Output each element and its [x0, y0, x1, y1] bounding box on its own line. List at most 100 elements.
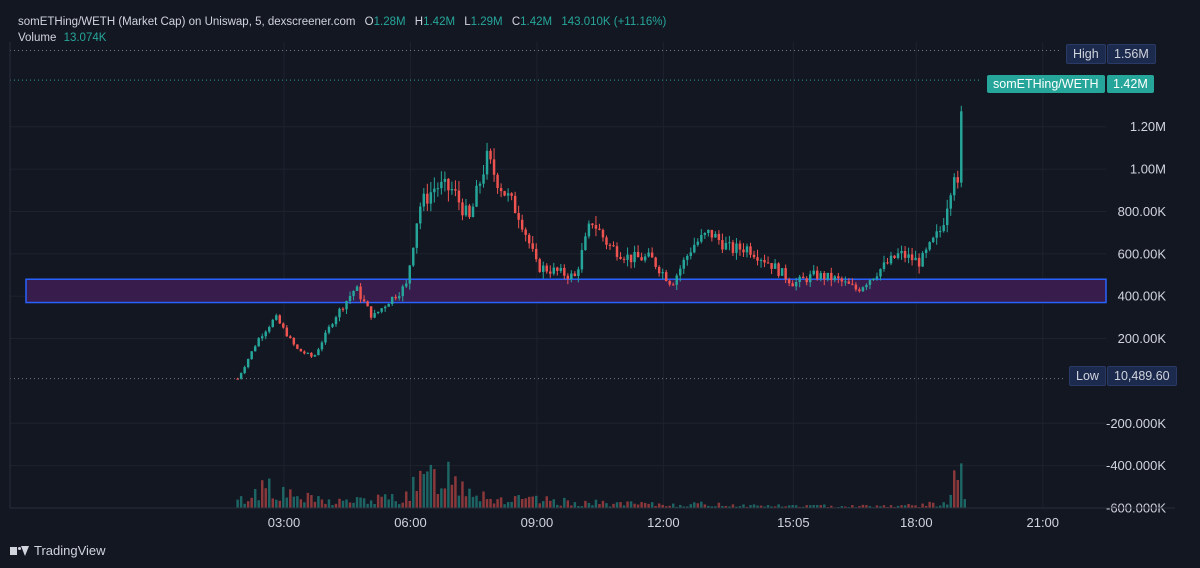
volume-bar [931, 502, 935, 508]
candle-body [907, 254, 910, 258]
candle-body [633, 251, 636, 263]
volume-bar [858, 506, 861, 508]
volume-bar [415, 490, 419, 508]
volume-bar [647, 503, 650, 508]
candle-body [882, 262, 886, 269]
volume-bar [527, 496, 531, 508]
candle-body [594, 225, 598, 229]
candle-body [387, 304, 390, 307]
candle-body [664, 272, 668, 281]
volume-bar [661, 504, 664, 508]
volume-bar [573, 502, 577, 508]
candle-body [686, 255, 689, 260]
volume-bar [383, 494, 387, 508]
candle-body [366, 301, 369, 307]
candle-body [239, 373, 243, 379]
volume-bar [475, 495, 478, 508]
volume-bar [714, 506, 717, 508]
last-price-tag: 1.42M [1107, 75, 1154, 93]
candle-body [960, 111, 963, 183]
volume-value: 13.074K [63, 32, 107, 44]
candle-body [341, 308, 345, 310]
volume-bar [780, 506, 784, 508]
candle-body [910, 254, 914, 261]
candle-body [643, 256, 647, 261]
volume-bar [791, 505, 794, 508]
volume-bar [426, 471, 429, 508]
volume-bar [236, 499, 239, 508]
volume-bar [373, 503, 376, 508]
y-tick-label: 200.00K [1118, 331, 1167, 346]
volume-bar [324, 503, 327, 508]
candle-body [787, 279, 791, 284]
volume-bar [422, 474, 426, 508]
volume-bar [401, 502, 404, 508]
volume-bar [707, 505, 710, 508]
volume-bar [960, 463, 963, 508]
candle-body [464, 205, 468, 216]
candle-body [837, 276, 840, 279]
volume-bar [812, 505, 815, 508]
candle-body [275, 315, 278, 320]
candle-body [721, 240, 724, 250]
volume-bar [840, 506, 844, 508]
candle-body [661, 272, 664, 274]
candle-body [496, 174, 499, 189]
volume-bar [808, 505, 812, 508]
y-tick-label: 1.00M [1130, 162, 1166, 177]
volume-bar [405, 491, 408, 508]
x-tick-label: 03:00 [268, 515, 301, 530]
candle-body [714, 233, 717, 238]
volume-bar [412, 476, 415, 508]
volume-bar [759, 505, 763, 508]
candle-body [285, 327, 289, 337]
volume-bar [419, 470, 422, 508]
candle-body [598, 228, 601, 230]
candle-body [844, 281, 847, 283]
volume-bar [510, 501, 513, 508]
support-zone [25, 278, 1107, 304]
volume-bar [492, 503, 496, 508]
chart-grid [10, 42, 1106, 509]
candle-body [538, 259, 541, 272]
volume-bar [703, 504, 707, 508]
candle-body [482, 174, 485, 184]
volume-bar [506, 502, 510, 508]
volume-bar [482, 491, 485, 508]
volume-bar [650, 502, 654, 508]
volume-bar [275, 499, 278, 508]
volume-bar [341, 500, 345, 508]
candle-body [900, 251, 903, 254]
candle-body [373, 313, 376, 318]
candle-body [770, 263, 773, 269]
volume-bar [640, 502, 643, 508]
volume-bar [549, 500, 552, 508]
candle-body [608, 244, 612, 246]
volume-bar [938, 505, 942, 508]
volume-bar [313, 501, 317, 508]
candle-body [489, 150, 492, 160]
candle-body [847, 281, 851, 284]
y-tick-label: 600.00K [1118, 246, 1167, 261]
candle-body [917, 257, 921, 267]
volume-bar [633, 503, 636, 508]
candle-body [777, 263, 780, 276]
candle-body [689, 252, 693, 256]
high-key: H [414, 16, 424, 28]
volume-bar [865, 505, 868, 508]
tradingview-branding[interactable]: TradingView [10, 543, 106, 558]
volume-bar [369, 500, 373, 508]
candle-body [397, 296, 401, 299]
change-value: 143.010K (+11.16%) [561, 16, 667, 28]
volume-bar [338, 498, 341, 508]
volume-bar [735, 506, 738, 508]
volume-bar [924, 505, 928, 508]
candle-body [812, 270, 815, 275]
candle-body [429, 192, 433, 204]
candle-body [303, 351, 306, 354]
candle-body [324, 332, 327, 343]
volume-bar [879, 506, 882, 508]
volume-bars [236, 461, 967, 508]
volume-bar [816, 505, 819, 508]
